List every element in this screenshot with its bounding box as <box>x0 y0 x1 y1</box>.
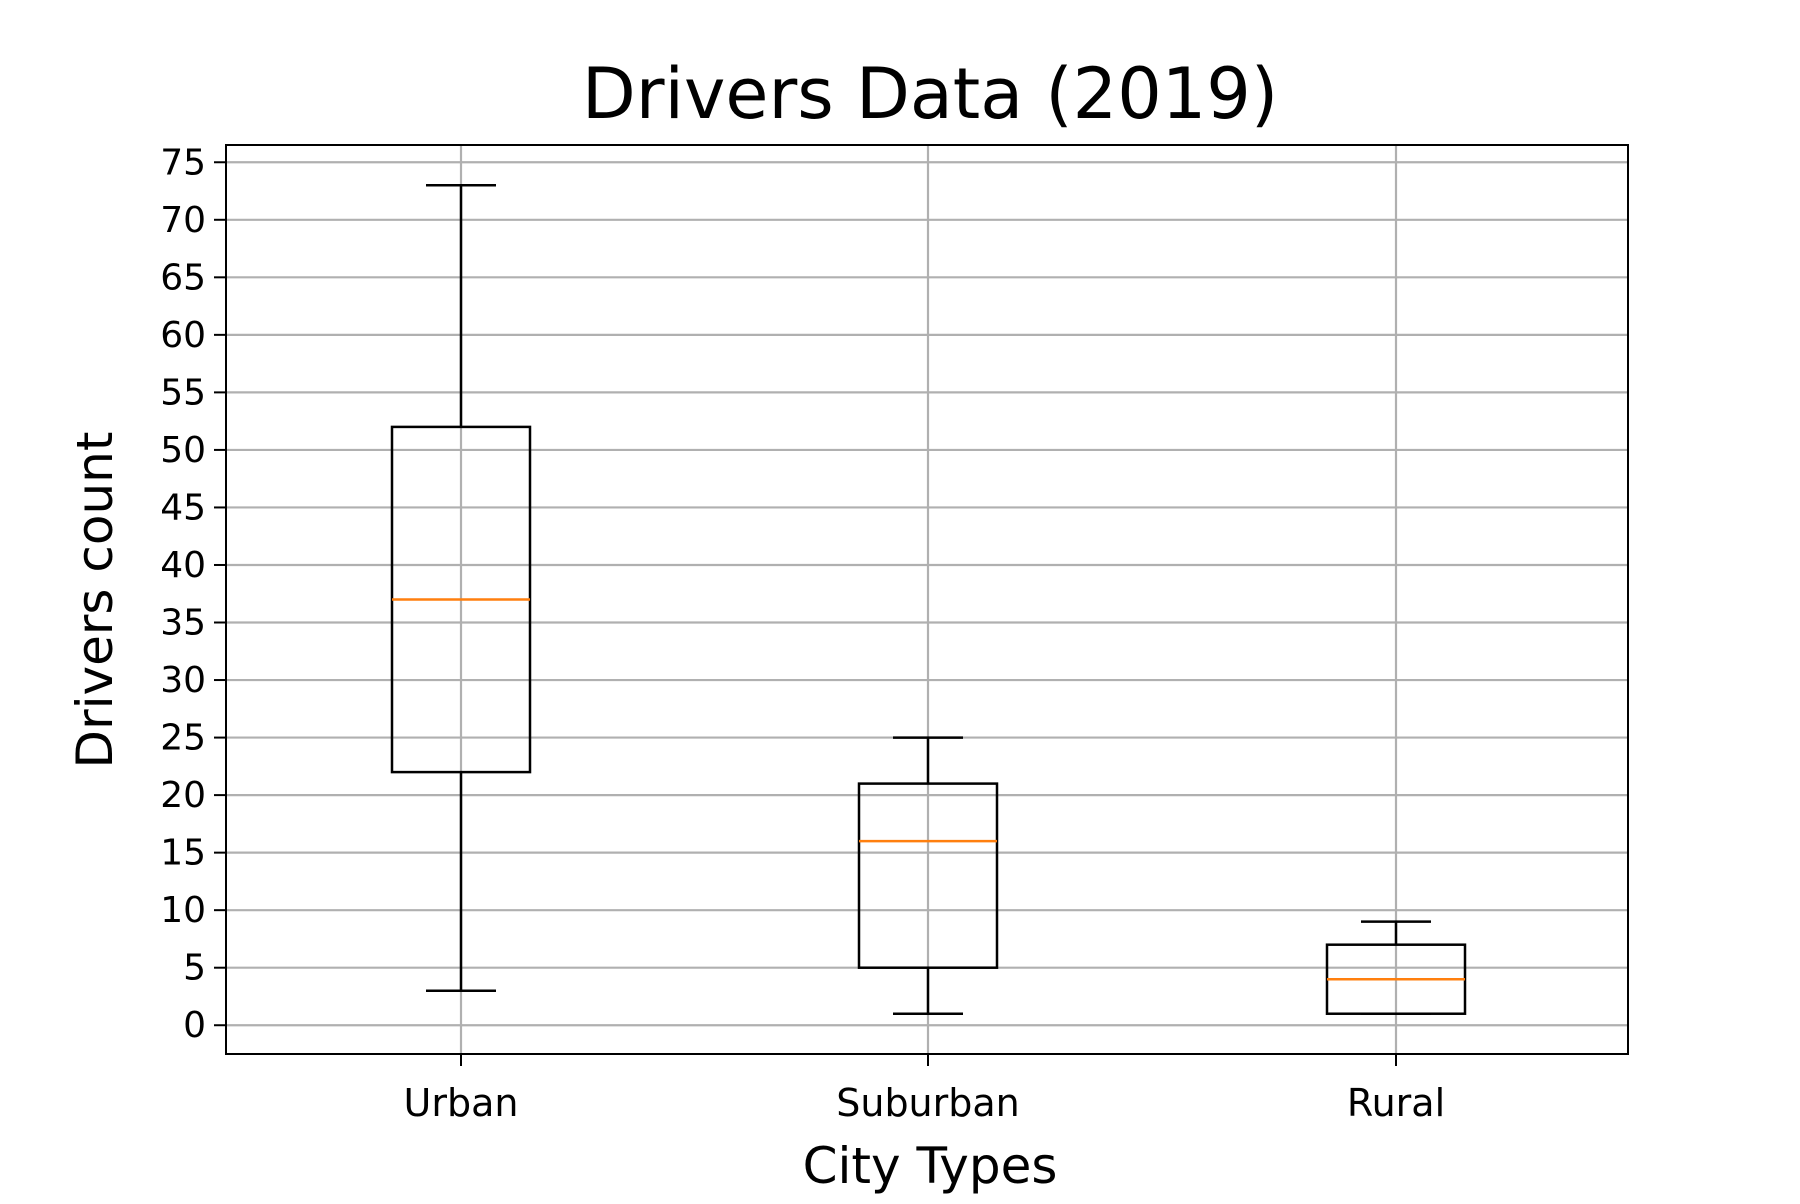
box-urban <box>390 184 532 992</box>
box-layer <box>390 184 1467 1015</box>
box-body <box>857 782 999 969</box>
x-tick-label: Suburban <box>836 1081 1020 1125</box>
y-tick-label: 40 <box>160 545 206 586</box>
y-axis-label: Drivers count <box>66 432 124 769</box>
y-tick-label: 75 <box>160 142 206 183</box>
y-tick-label: 45 <box>160 487 206 528</box>
y-tick-label: 25 <box>160 718 206 759</box>
y-tick-label: 60 <box>160 315 206 356</box>
y-tick-label: 55 <box>160 372 206 413</box>
y-tick-label: 0 <box>183 1005 206 1046</box>
box-suburban <box>857 736 999 1015</box>
x-axis-label: City Types <box>803 1137 1058 1195</box>
y-axis-ticks: 0 5 10 15 20 25 30 35 40 45 50 55 60 65 70 75 <box>160 142 226 1046</box>
x-axis-ticks: Urban Suburban Rural <box>404 1054 1445 1125</box>
y-tick-label: 50 <box>160 430 206 471</box>
y-tick-label: 20 <box>160 775 206 816</box>
x-tick-label: Rural <box>1347 1081 1445 1125</box>
y-tick-label: 10 <box>160 890 206 931</box>
y-tick-label: 30 <box>160 660 206 701</box>
y-tick-label: 35 <box>160 603 206 644</box>
x-tick-label: Urban <box>404 1081 519 1125</box>
chart-title: Drivers Data (2019) <box>582 53 1278 135</box>
y-tick-label: 65 <box>160 257 206 298</box>
y-tick-label: 5 <box>183 948 206 989</box>
y-tick-label: 15 <box>160 833 206 874</box>
y-tick-label: 70 <box>160 200 206 241</box>
box-rural <box>1325 920 1467 1015</box>
